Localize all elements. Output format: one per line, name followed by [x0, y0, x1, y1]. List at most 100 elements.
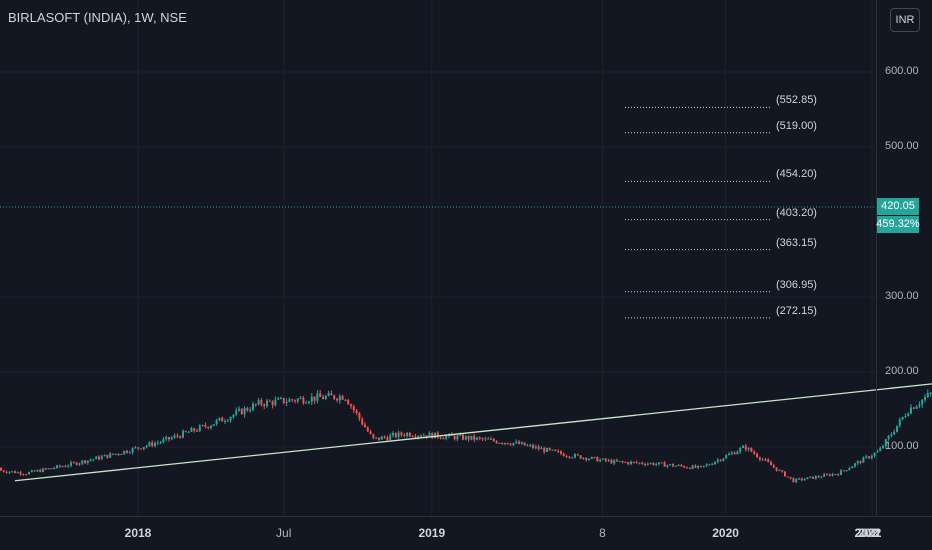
- time-tick-label: 8: [599, 526, 606, 540]
- candle-body: [568, 456, 571, 458]
- candle-body: [0, 468, 2, 471]
- candle-body: [263, 404, 266, 407]
- candle-body: [394, 433, 397, 438]
- candle-body: [862, 457, 865, 463]
- candle-body: [212, 424, 215, 426]
- candle-body: [78, 463, 81, 465]
- candle-body: [358, 412, 361, 419]
- trendline-support[interactable]: [14, 327, 932, 482]
- price-tick-label: 100.00: [885, 440, 919, 452]
- candle-body: [72, 462, 75, 464]
- candle-body: [837, 474, 840, 476]
- candle-body: [176, 435, 179, 437]
- fib-level-label: (363.15): [776, 236, 817, 249]
- candle-body: [274, 399, 277, 406]
- candle-body: [299, 397, 302, 399]
- candle-body: [882, 446, 884, 449]
- fib-levels: [625, 106, 772, 319]
- time-tick-label: Jul: [860, 526, 876, 540]
- candle-body: [529, 445, 532, 447]
- candle-body: [602, 458, 604, 460]
- candle-body: [532, 445, 534, 449]
- candle-body: [854, 463, 856, 467]
- candle-body: [795, 478, 798, 483]
- candle-body: [630, 461, 632, 465]
- candle-body: [512, 442, 515, 445]
- candle-body: [543, 448, 546, 452]
- candle-body: [725, 455, 728, 459]
- candle-body: [809, 476, 812, 478]
- candle-body: [8, 471, 11, 473]
- candle-body: [58, 465, 61, 467]
- candle-body: [221, 417, 224, 422]
- candle-body: [204, 425, 207, 427]
- symbol-title: BIRLASOFT (INDIA), 1W, NSE: [8, 10, 187, 25]
- candle-body: [431, 432, 434, 439]
- candle-body: [114, 453, 117, 455]
- candle-body: [308, 401, 310, 403]
- candle-body: [313, 396, 316, 401]
- candle-body: [730, 452, 733, 454]
- candle-body: [397, 432, 400, 438]
- candle-body: [565, 456, 568, 458]
- price-tick-label: 200.00: [885, 365, 919, 377]
- candle-body: [193, 428, 196, 431]
- candle-body: [36, 470, 39, 472]
- candle-body: [683, 466, 686, 468]
- time-tick-label: 2020: [712, 526, 739, 540]
- candle-body: [291, 399, 294, 401]
- time-axis-separator: [0, 516, 932, 517]
- candle-body: [610, 460, 613, 464]
- trendlines[interactable]: [14, 140, 932, 482]
- candle-body: [504, 442, 506, 444]
- candle-body: [400, 432, 403, 435]
- candle-body: [865, 456, 868, 458]
- candle-body: [912, 407, 915, 409]
- candle-body: [579, 455, 582, 459]
- candle-body: [719, 459, 722, 461]
- candle-body: [285, 401, 288, 404]
- candle-body: [403, 434, 406, 437]
- candle-body: [288, 399, 291, 402]
- candle-body: [330, 393, 333, 396]
- candle-body: [722, 458, 725, 461]
- candle-body: [134, 447, 137, 449]
- candle-body: [142, 447, 145, 450]
- fib-level-label: (454.20): [776, 168, 817, 181]
- candle-body: [907, 413, 910, 417]
- candle-body: [322, 396, 324, 400]
- price-tick-label: 300.00: [885, 290, 919, 302]
- candle-body: [798, 478, 800, 480]
- candle-body: [803, 479, 806, 481]
- candle-body: [669, 464, 672, 466]
- candle-body: [81, 460, 84, 464]
- currency-button[interactable]: INR: [890, 8, 920, 32]
- candle-body: [674, 465, 677, 467]
- candle-body: [739, 448, 742, 452]
- candle-body: [672, 464, 674, 467]
- candle-body: [64, 466, 67, 468]
- candle-body: [406, 432, 408, 437]
- candle-body: [305, 402, 308, 404]
- candle-body: [478, 437, 481, 439]
- candle-body: [831, 474, 834, 476]
- candle-body: [84, 460, 86, 464]
- candle-body: [588, 458, 590, 461]
- candle-body: [742, 445, 744, 449]
- candle-body: [462, 434, 464, 440]
- price-axis-separator: [876, 0, 877, 516]
- candle-body: [655, 464, 658, 466]
- candle-body: [156, 442, 159, 444]
- candle-body: [112, 453, 114, 455]
- candle-body: [422, 435, 425, 437]
- candle-body: [714, 461, 716, 465]
- candle-body: [145, 445, 148, 448]
- candle-body: [523, 442, 526, 446]
- candle-body: [613, 460, 616, 464]
- candle-body: [789, 476, 792, 479]
- candle-body: [792, 478, 795, 483]
- candle-body: [126, 450, 128, 453]
- candle-body: [2, 470, 5, 472]
- candle-body: [240, 408, 243, 415]
